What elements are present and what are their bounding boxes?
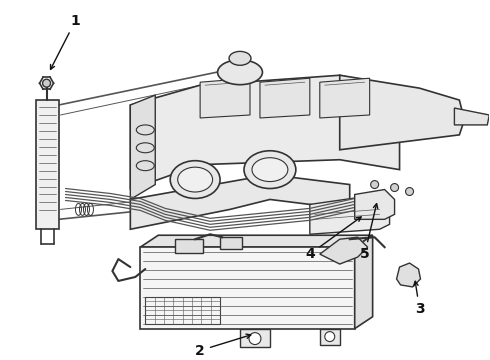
Circle shape xyxy=(391,184,398,192)
Circle shape xyxy=(249,333,261,345)
Circle shape xyxy=(370,181,379,189)
Polygon shape xyxy=(200,78,250,118)
Text: 4: 4 xyxy=(305,217,361,261)
Polygon shape xyxy=(130,95,155,199)
Polygon shape xyxy=(340,75,465,150)
Text: 1: 1 xyxy=(50,14,80,69)
Polygon shape xyxy=(454,108,490,125)
Polygon shape xyxy=(320,237,368,264)
Polygon shape xyxy=(130,175,350,229)
Ellipse shape xyxy=(244,151,296,189)
Text: 5: 5 xyxy=(360,204,378,261)
Text: 2: 2 xyxy=(195,334,251,357)
Circle shape xyxy=(406,188,414,195)
Ellipse shape xyxy=(252,158,288,181)
Polygon shape xyxy=(240,329,270,347)
Text: 3: 3 xyxy=(414,281,424,316)
Polygon shape xyxy=(36,100,58,229)
Bar xyxy=(175,239,203,253)
Bar xyxy=(220,237,242,249)
Polygon shape xyxy=(396,263,420,287)
Polygon shape xyxy=(310,194,390,234)
Circle shape xyxy=(43,79,50,87)
Polygon shape xyxy=(260,78,310,118)
Ellipse shape xyxy=(229,51,251,65)
Polygon shape xyxy=(140,235,372,247)
Polygon shape xyxy=(355,189,394,219)
Polygon shape xyxy=(130,75,399,189)
Ellipse shape xyxy=(178,167,213,192)
Polygon shape xyxy=(320,329,340,345)
Circle shape xyxy=(325,332,335,342)
Polygon shape xyxy=(320,78,369,118)
Polygon shape xyxy=(355,235,372,329)
Ellipse shape xyxy=(170,161,220,198)
Ellipse shape xyxy=(218,60,263,85)
Polygon shape xyxy=(140,247,355,329)
